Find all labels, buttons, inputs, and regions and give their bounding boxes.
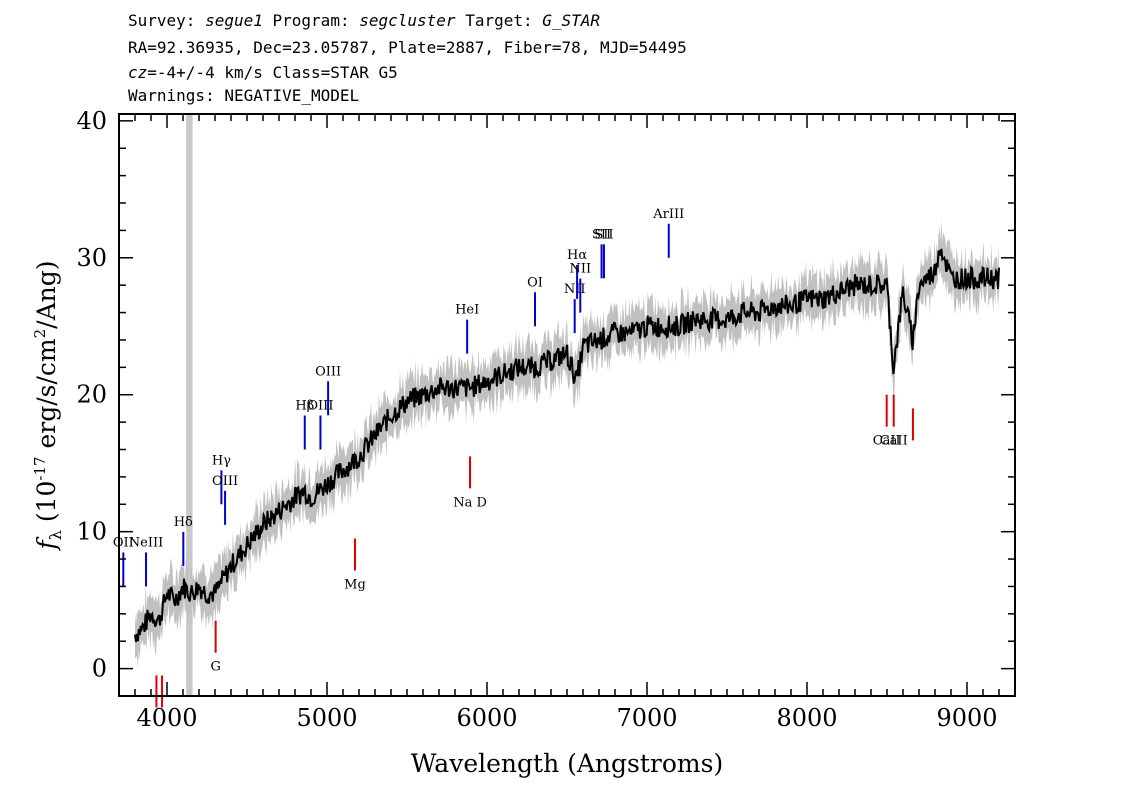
absorption-line-label: Na D — [453, 495, 487, 510]
emission-line-label: ArIII — [652, 207, 684, 222]
y-tick-label: 0 — [92, 655, 107, 683]
plot-frame — [118, 113, 1016, 697]
emission-line-label: Hγ — [212, 453, 231, 468]
target-name: G_STAR — [542, 11, 601, 30]
x-axis-title: Wavelength (Angstroms) — [411, 749, 723, 778]
header-line-3: cz=-4+/-4 km/s Class=STAR G5 — [128, 63, 398, 82]
x-tick-label: 9000 — [936, 704, 997, 732]
emission-line-label: NII — [569, 262, 591, 277]
x-tick-label: 6000 — [456, 704, 517, 732]
x-tick-label: 8000 — [776, 704, 837, 732]
emission-line-label: OI — [527, 275, 543, 290]
y-axis-title: fλ (10-17 erg/s/cm2/Ang) — [31, 260, 65, 551]
program-name: segcluster — [359, 11, 456, 30]
survey-name: segue1 — [205, 11, 263, 30]
spectrum-line — [134, 248, 1000, 643]
emission-line-label: NeIII — [129, 535, 163, 550]
y-tick-label: 10 — [76, 518, 107, 546]
emission-line-label: SII — [592, 227, 611, 242]
header-line-2: RA=92.36935, Dec=23.05787, Plate=2887, F… — [128, 38, 687, 57]
emission-line-label: NII — [564, 282, 586, 297]
x-tick-label: 4000 — [136, 704, 197, 732]
error-band — [135, 219, 999, 670]
y-tick-label: 20 — [76, 381, 107, 409]
emission-line-label: Hα — [567, 248, 587, 263]
emission-line-label: OIII — [212, 474, 238, 489]
absorption-line-label: Mg — [344, 578, 366, 593]
absorption-line-label: CaII — [880, 434, 908, 449]
emission-line-label: Hδ — [174, 515, 193, 530]
absorption-line-label: G — [210, 660, 220, 675]
y-tick-label: 40 — [76, 107, 107, 135]
emission-line-label: OIII — [307, 399, 333, 414]
x-tick-label: 7000 — [616, 704, 677, 732]
emission-line-label: Hβ — [295, 399, 314, 414]
header-line-1: Survey: segue1 Program: segcluster Targe… — [128, 11, 601, 30]
masked-region — [186, 114, 193, 696]
emission-line-label: OIII — [315, 364, 341, 379]
emission-line-label: HeI — [455, 303, 479, 318]
header-line-4: Warnings: NEGATIVE_MODEL — [128, 86, 360, 105]
x-tick-label: 5000 — [296, 704, 357, 732]
absorption-line-label: CaII — [873, 434, 901, 449]
emission-line-label: SII — [594, 227, 613, 242]
y-tick-label: 30 — [76, 244, 107, 272]
